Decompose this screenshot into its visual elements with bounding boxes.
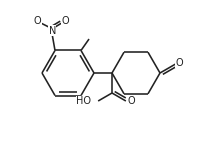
Text: O: O [33,16,41,26]
Text: O: O [176,58,183,68]
Text: O: O [61,16,69,26]
Text: HO: HO [76,96,91,106]
Text: N: N [48,26,56,36]
Text: O: O [127,96,135,106]
